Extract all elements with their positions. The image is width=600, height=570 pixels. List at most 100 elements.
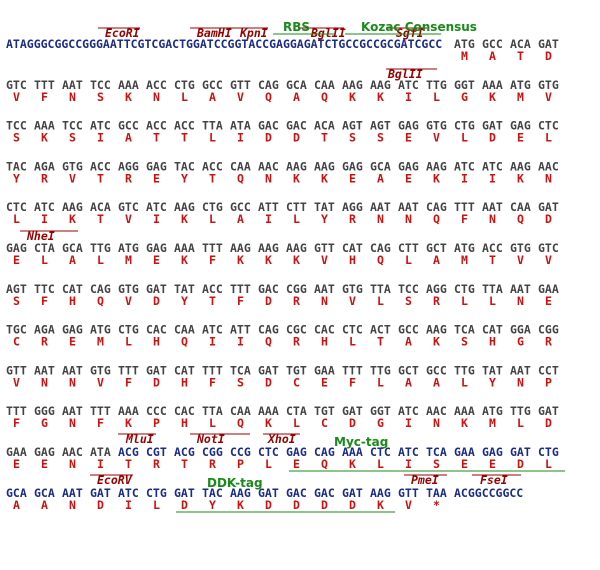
amino-acid: L <box>181 90 188 104</box>
codon: ATG <box>454 37 475 51</box>
amino-acid: Q <box>433 212 440 226</box>
codon: ATG <box>510 78 531 92</box>
amino-acid: A <box>13 498 20 512</box>
codon: TGT <box>286 363 307 377</box>
codon: GTG <box>118 282 139 296</box>
codon: AAG <box>426 323 447 337</box>
codon: TCA <box>230 363 251 377</box>
amino-acid: N <box>69 416 76 430</box>
amino-acid: I <box>405 457 412 471</box>
codon: AAG <box>258 241 279 255</box>
amino-acid: P <box>237 457 244 471</box>
codon: CAT <box>62 282 83 296</box>
codon: ATT <box>230 323 251 337</box>
amino-acid: L <box>265 457 272 471</box>
codon: GAC <box>286 119 307 133</box>
amino-acid: E <box>41 457 48 471</box>
amino-acid: A <box>69 253 76 267</box>
codon: ATA <box>90 445 111 459</box>
codon: CAG <box>258 323 279 337</box>
codon: GAA <box>538 282 559 296</box>
codon: AGT <box>370 119 391 133</box>
amino-acid: M <box>461 49 468 63</box>
codon: ATC <box>202 323 223 337</box>
amino-acid: S <box>13 294 20 308</box>
codon: GCA <box>286 78 307 92</box>
amino-acid: D <box>545 49 552 63</box>
amino-acid: N <box>545 171 552 185</box>
codon: GTT <box>314 241 335 255</box>
codon: TTT <box>90 404 111 418</box>
amino-acid: K <box>41 131 48 145</box>
codon: AAG <box>314 159 335 173</box>
amino-acid: Q <box>237 416 244 430</box>
amino-acid: A <box>125 131 132 145</box>
amino-acid: N <box>405 212 412 226</box>
amino-acid: E <box>405 131 412 145</box>
codon: GAT <box>146 363 167 377</box>
amino-acid: Y <box>321 212 328 226</box>
amino-acid: V <box>125 294 132 308</box>
codon: GTC <box>538 241 559 255</box>
codon: AGG <box>342 200 363 214</box>
amino-acid: H <box>181 375 188 389</box>
feature-label: RBS <box>283 20 310 34</box>
amino-acid: C <box>293 375 300 389</box>
codon: TTT <box>230 282 251 296</box>
amino-acid: R <box>125 171 132 185</box>
amino-acid: N <box>69 90 76 104</box>
codon: AAG <box>286 241 307 255</box>
amino-acid: S <box>349 131 356 145</box>
codon: AAG <box>510 159 531 173</box>
amino-acid: T <box>321 131 328 145</box>
codon: ATG <box>454 241 475 255</box>
amino-acid: V <box>13 90 20 104</box>
codon: AGG <box>426 282 447 296</box>
codon: CTT <box>286 200 307 214</box>
codon: CCG <box>230 445 251 459</box>
amino-acid: Y <box>489 375 496 389</box>
codon: CAA <box>230 159 251 173</box>
amino-acid: L <box>293 212 300 226</box>
codon: GAT <box>482 119 503 133</box>
amino-acid: E <box>489 457 496 471</box>
codon: GAC <box>258 119 279 133</box>
amino-acid: S <box>237 375 244 389</box>
codon: GAG <box>146 241 167 255</box>
amino-acid: M <box>125 253 132 267</box>
codon: AAT <box>34 363 55 377</box>
codon: GCT <box>426 241 447 255</box>
codon: GAG <box>6 241 27 255</box>
amino-acid: Y <box>209 498 216 512</box>
codon: TGC <box>6 323 27 337</box>
amino-acid: D <box>321 498 328 512</box>
amino-acid: E <box>545 294 552 308</box>
amino-acid: Y <box>181 171 188 185</box>
amino-acid: I <box>153 212 160 226</box>
codon: CAG <box>426 200 447 214</box>
codon: CAA <box>174 323 195 337</box>
amino-acid: S <box>461 335 468 349</box>
amino-acid: I <box>405 90 412 104</box>
codon: GTG <box>62 159 83 173</box>
codon: TGT <box>314 404 335 418</box>
codon: TTT <box>202 241 223 255</box>
codon: AAA <box>482 78 503 92</box>
codon: AAG <box>230 241 251 255</box>
codon: CTG <box>454 282 475 296</box>
codon: AAT <box>370 200 391 214</box>
amino-acid: L <box>489 294 496 308</box>
codon: GCC <box>202 78 223 92</box>
amino-acid: D <box>293 131 300 145</box>
codon: TAC <box>6 159 27 173</box>
amino-acid: I <box>237 335 244 349</box>
codon: TTG <box>426 78 447 92</box>
amino-acid: D <box>265 131 272 145</box>
codon: CCT <box>538 363 559 377</box>
codon: AAA <box>118 404 139 418</box>
amino-acid: K <box>433 171 440 185</box>
amino-acid: A <box>209 90 216 104</box>
amino-acid: G <box>517 335 524 349</box>
codon: CGC <box>286 323 307 337</box>
codon: AAT <box>62 404 83 418</box>
